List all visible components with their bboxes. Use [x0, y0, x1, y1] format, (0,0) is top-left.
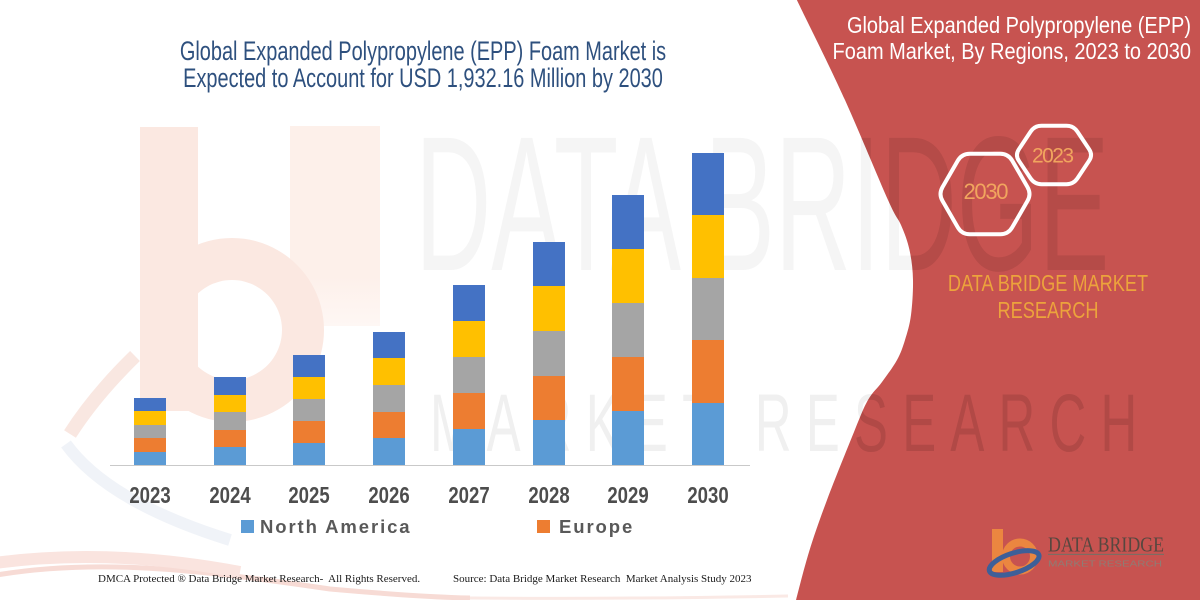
svg-text:2030: 2030: [964, 179, 1009, 204]
svg-text:MARKET RESEARCH: MARKET RESEARCH: [1048, 560, 1162, 569]
svg-text:DATA BRIDGE: DATA BRIDGE: [1048, 533, 1164, 557]
svg-text:2023: 2023: [1032, 145, 1074, 168]
